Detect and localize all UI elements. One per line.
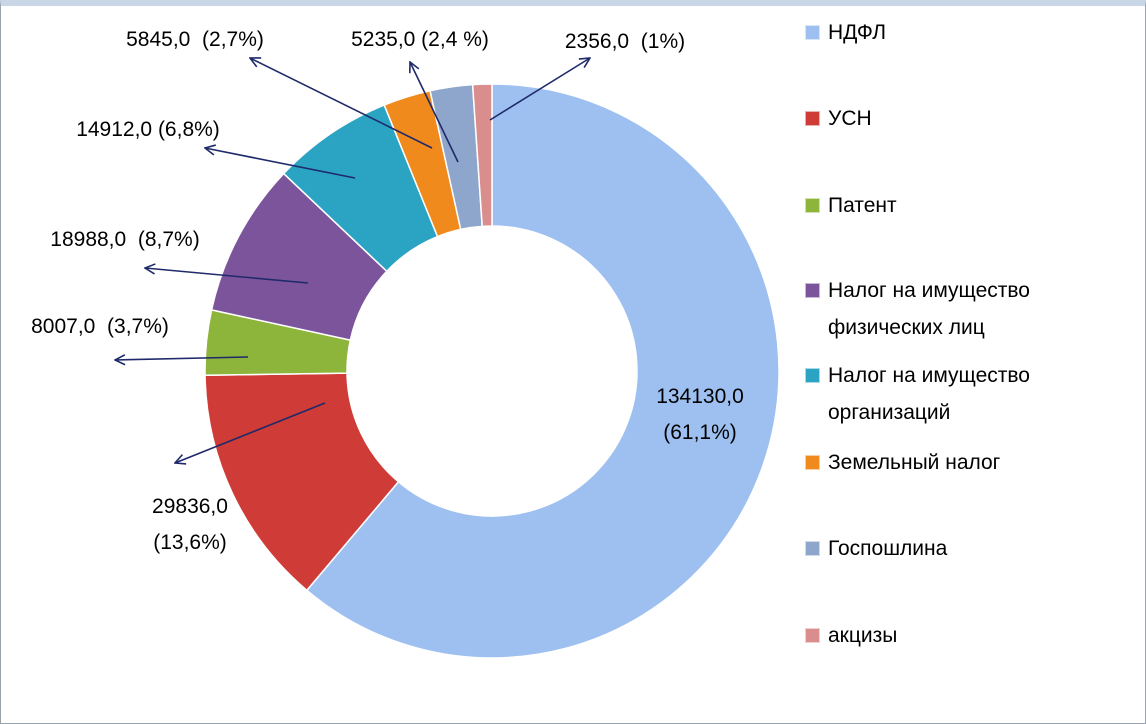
leader-arrow <box>115 357 249 360</box>
data-label: 5845,0 (2,7%) <box>126 28 264 51</box>
legend-swatch <box>805 198 820 213</box>
data-label: 2356,0 (1%) <box>564 30 686 53</box>
legend-entry: Налог на имущество физических лиц <box>828 279 1030 339</box>
legend-swatch <box>805 368 820 383</box>
data-label: 29836,0 (13,6%) <box>152 495 228 554</box>
data-label: 14912,0 (6,8%) <box>76 118 220 141</box>
leader-arrow <box>489 58 590 121</box>
legend-swatch <box>805 111 820 126</box>
legend-swatch <box>805 455 820 470</box>
donut-slice <box>204 372 400 592</box>
legend-entry: Земельный налог <box>828 451 1001 474</box>
data-label: 8007,0 (3,7%) <box>31 315 169 338</box>
legend-entry: Патент <box>828 194 897 217</box>
donut-slice <box>305 83 780 659</box>
legend-swatch <box>805 541 820 556</box>
legend-swatch <box>805 628 820 643</box>
leader-arrow <box>250 58 433 149</box>
legend-entry: Госпошлина <box>828 537 948 560</box>
legend-swatch <box>805 25 820 40</box>
legend-entry: акцизы <box>828 624 898 647</box>
leader-arrow <box>410 62 459 163</box>
data-label: 18988,0 (8,7%) <box>50 228 200 251</box>
legend-entry: УСН <box>828 107 872 130</box>
legend-swatch <box>805 283 820 298</box>
data-label: 5235,0 (2,4 %) <box>351 28 489 51</box>
legend-entry: Налог на имущество организаций <box>828 364 1030 424</box>
legend-entry: НДФЛ <box>828 21 886 44</box>
donut-slice <box>471 83 493 228</box>
leader-arrow <box>175 402 326 463</box>
leader-arrow <box>205 148 356 179</box>
data-label: 134130,0 (61,1%) <box>656 385 744 444</box>
leader-arrow <box>145 268 309 284</box>
